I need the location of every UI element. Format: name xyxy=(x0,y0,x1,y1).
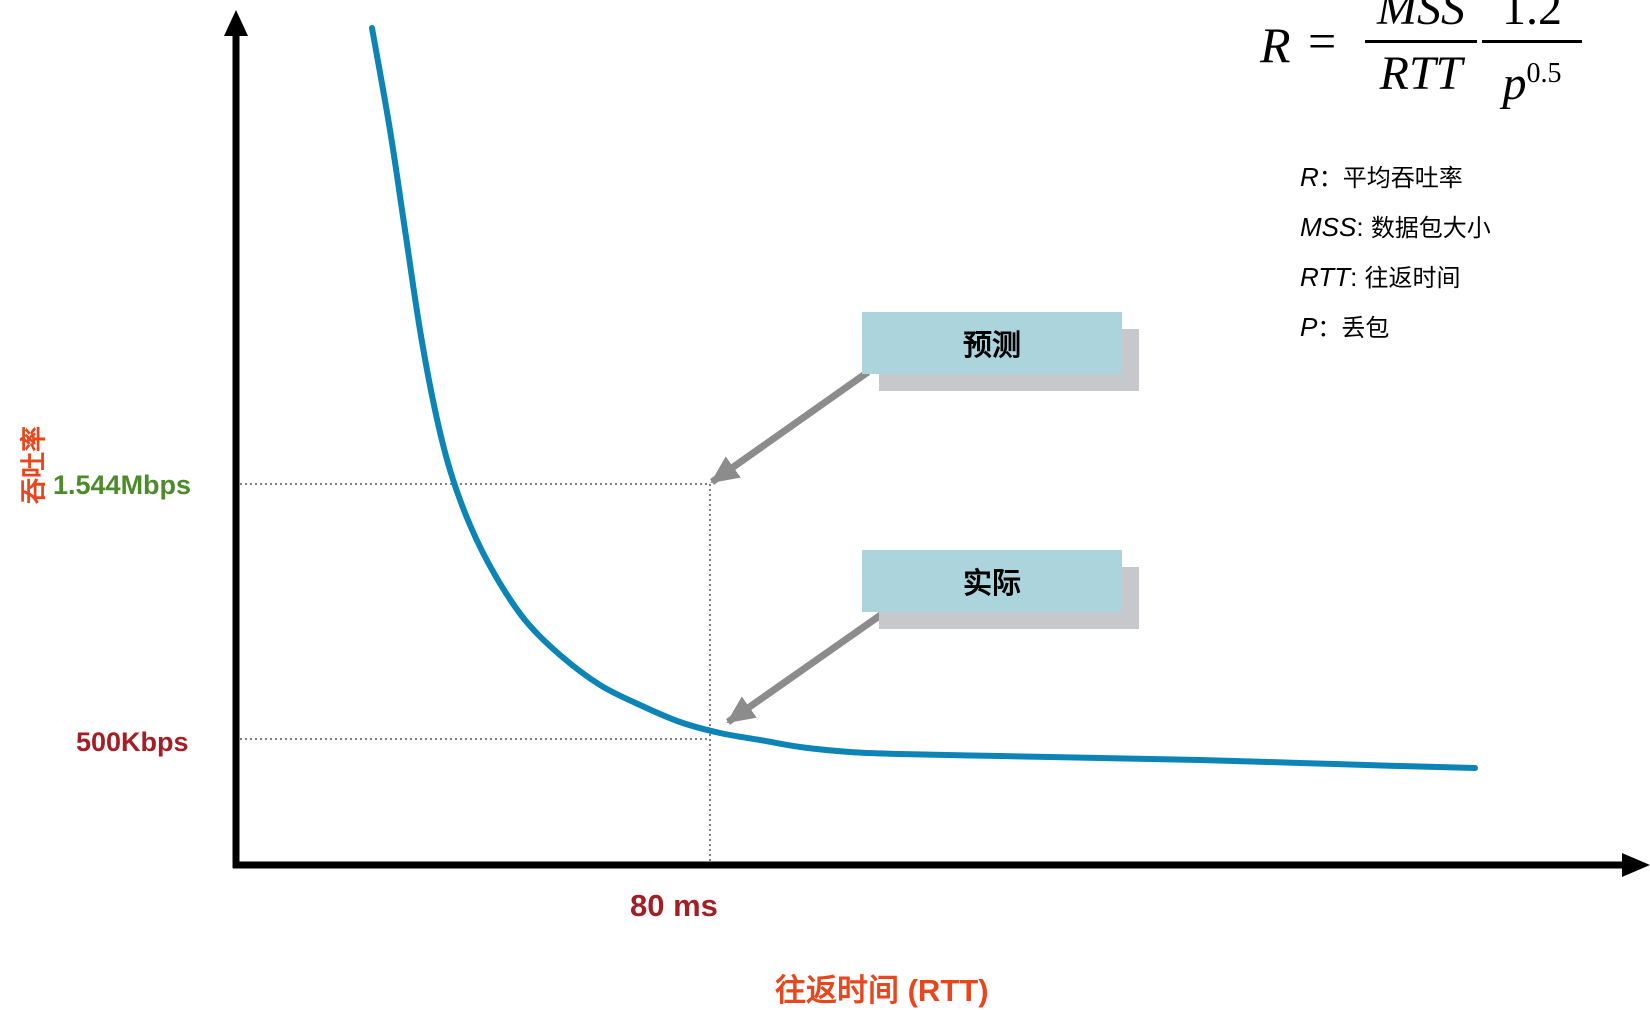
formula-p: p xyxy=(1502,57,1527,110)
x-tick-80ms: 80 ms xyxy=(630,888,718,923)
callout-label-predicted: 预测 xyxy=(862,312,1122,374)
legend-symbol: MSS xyxy=(1300,212,1357,242)
y-axis-title-wrap: 吞吐率 xyxy=(8,420,56,510)
legend-row-r: R：平均吞吐率 xyxy=(1300,158,1491,208)
y-tick-1544mbps: 1.544Mbps xyxy=(53,470,192,500)
fraction-bar xyxy=(1482,40,1582,43)
x-axis-title: 往返时间 (RTT) xyxy=(775,973,989,1008)
formula-exponent: 0.5 xyxy=(1526,58,1562,89)
legend-separator: ： xyxy=(1318,164,1343,192)
predicted-callout: 预测 xyxy=(862,312,1139,391)
actual-callout: 实际 xyxy=(862,550,1139,629)
formula-equals: = xyxy=(1308,13,1337,69)
y-tick-500kbps: 500Kbps xyxy=(76,727,189,757)
fraction-bar xyxy=(1365,40,1477,43)
legend-row-mss: MSS: 数据包大小 xyxy=(1300,208,1491,258)
legend-symbol: R xyxy=(1300,162,1319,192)
variable-legend: R：平均吞吐率 MSS: 数据包大小 RTT: 往返时间 P：丢包 xyxy=(1300,158,1491,358)
legend-description: 往返时间 xyxy=(1364,264,1461,292)
legend-separator: ： xyxy=(1317,314,1342,342)
formula-fraction-loss: 1.2 p0.5 xyxy=(1482,0,1582,113)
legend-description: 数据包大小 xyxy=(1370,214,1491,242)
legend-description: 丢包 xyxy=(1341,314,1390,342)
legend-separator: : xyxy=(1350,262,1358,292)
legend-symbol: P xyxy=(1300,312,1318,342)
formula-fraction-mss-rtt: MSS RTT xyxy=(1365,0,1477,103)
formula-denominator-rtt: RTT xyxy=(1379,47,1463,100)
throughput-curve xyxy=(369,25,1478,771)
callout-label-actual: 实际 xyxy=(862,550,1122,612)
legend-description: 平均吞吐率 xyxy=(1342,164,1463,192)
legend-row-rtt: RTT: 往返时间 xyxy=(1300,258,1491,308)
formula-numerator-mss: MSS xyxy=(1377,0,1465,35)
legend-separator: : xyxy=(1356,212,1364,242)
x-axis-arrowhead xyxy=(1622,853,1650,877)
legend-symbol: RTT xyxy=(1300,262,1351,292)
throughput-formula: R = MSS RTT 1.2 p0.5 xyxy=(1260,0,1650,130)
formula-numerator-constant: 1.2 xyxy=(1502,0,1562,35)
y-axis-title: 吞吐率 xyxy=(19,425,50,505)
y-axis-arrowhead xyxy=(224,10,248,36)
formula-denominator-p: p0.5 xyxy=(1482,45,1582,113)
formula-lhs: R xyxy=(1260,17,1291,73)
legend-row-p: P：丢包 xyxy=(1300,308,1491,358)
predicted-arrow xyxy=(709,369,871,485)
actual-arrow xyxy=(725,609,888,725)
